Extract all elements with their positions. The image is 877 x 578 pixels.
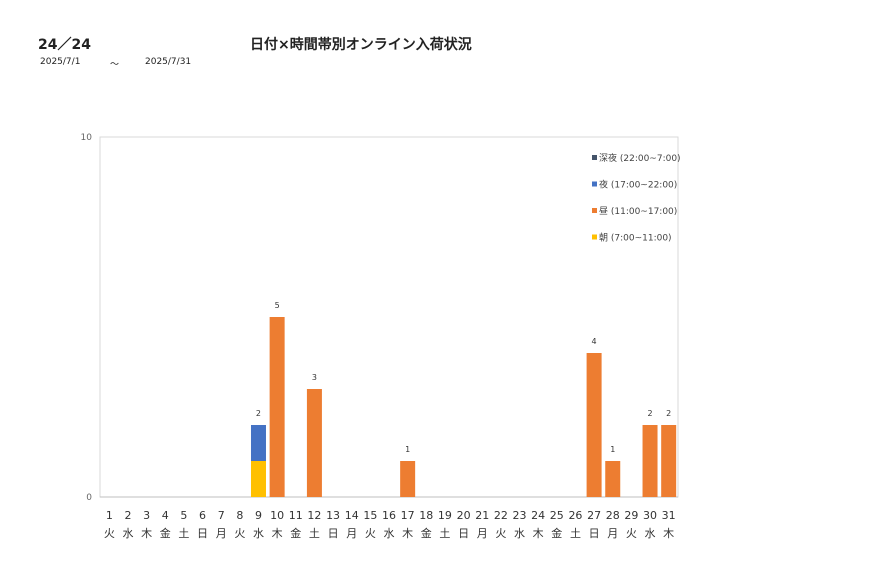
bar-segment (586, 353, 602, 497)
legend-label: 朝 (7:00~11:00) (599, 233, 672, 244)
bar-segment (306, 389, 322, 497)
x-weekday-label: 金 (160, 526, 171, 540)
bar-segment (400, 461, 416, 497)
x-weekday-label: 水 (645, 527, 656, 540)
legend-swatch (592, 181, 597, 187)
x-tick-label: 23 (513, 509, 527, 522)
page-code: 24／24 (38, 37, 91, 53)
x-tick-label: 5 (180, 509, 187, 522)
x-tick-label: 7 (218, 509, 225, 522)
y-tick-label: 0 (86, 493, 92, 503)
bar-segment (605, 461, 621, 497)
x-tick-label: 8 (236, 509, 243, 522)
x-tick-label: 1 (106, 509, 113, 522)
x-tick-label: 13 (326, 509, 340, 522)
x-weekday-label: 金 (290, 526, 301, 540)
chart-title: 日付×時間帯別オンライン入荷状況 (250, 37, 472, 53)
x-tick-label: 10 (270, 509, 284, 522)
x-weekday-label: 日 (458, 527, 469, 540)
data-label: 1 (610, 445, 615, 454)
x-weekday-label: 木 (663, 527, 674, 540)
x-tick-label: 24 (531, 509, 545, 522)
bar-segment (642, 425, 658, 497)
x-tick-label: 18 (419, 509, 433, 522)
x-weekday-label: 日 (197, 527, 208, 540)
x-weekday-label: 日 (328, 527, 339, 540)
y-tick-label: 10 (81, 133, 93, 143)
x-weekday-label: 水 (514, 527, 525, 540)
x-tick-label: 15 (363, 509, 377, 522)
x-tick-label: 26 (568, 509, 582, 522)
data-label: 2 (647, 409, 652, 418)
x-tick-label: 2 (124, 509, 131, 522)
x-tick-label: 19 (438, 509, 452, 522)
x-weekday-label: 火 (234, 527, 245, 540)
x-weekday-label: 金 (551, 526, 562, 540)
legend-swatch (592, 234, 597, 240)
x-weekday-label: 水 (122, 527, 133, 540)
x-tick-label: 12 (307, 509, 321, 522)
legend-swatch (592, 208, 597, 213)
data-label: 2 (666, 409, 671, 418)
x-weekday-label: 月 (607, 527, 618, 540)
x-weekday-label: 火 (626, 527, 637, 540)
x-tick-label: 31 (662, 509, 676, 522)
x-tick-label: 6 (199, 509, 206, 522)
x-weekday-label: 金 (421, 526, 432, 540)
data-label: 5 (275, 301, 280, 310)
x-weekday-label: 水 (384, 527, 395, 540)
bar-segment (250, 461, 266, 497)
data-label: 2 (256, 409, 261, 418)
x-weekday-label: 木 (272, 527, 283, 540)
x-weekday-label: 月 (216, 527, 227, 540)
x-tick-label: 27 (587, 509, 601, 522)
x-weekday-label: 月 (346, 527, 357, 540)
date-to: 2025/7/31 (145, 57, 192, 67)
x-weekday-label: 火 (104, 527, 115, 540)
x-weekday-label: 土 (439, 527, 450, 540)
x-tick-label: 25 (550, 509, 564, 522)
x-tick-label: 14 (345, 509, 359, 522)
x-tick-label: 4 (162, 509, 169, 522)
x-tick-label: 29 (624, 509, 638, 522)
x-tick-label: 21 (475, 509, 489, 522)
x-weekday-label: 木 (533, 527, 544, 540)
x-tick-label: 20 (457, 509, 471, 522)
legend-label: 夜 (17:00~22:00) (599, 179, 677, 191)
x-weekday-label: 土 (570, 527, 581, 540)
x-weekday-label: 木 (141, 527, 152, 540)
bar-segment (661, 425, 677, 497)
x-tick-label: 3 (143, 509, 150, 522)
x-tick-label: 16 (382, 509, 396, 522)
x-tick-label: 22 (494, 509, 508, 522)
x-weekday-label: 水 (253, 527, 264, 540)
legend-label: 昼 (11:00~17:00) (599, 206, 677, 217)
x-tick-label: 9 (255, 509, 262, 522)
x-tick-label: 30 (643, 509, 657, 522)
x-weekday-label: 月 (477, 527, 488, 540)
date-separator: ～ (110, 60, 120, 70)
date-from: 2025/7/1 (40, 57, 81, 67)
data-label: 1 (405, 445, 410, 454)
x-tick-label: 11 (289, 509, 303, 522)
x-weekday-label: 火 (365, 527, 376, 540)
data-label: 3 (312, 373, 317, 382)
legend-swatch (592, 155, 597, 160)
x-weekday-label: 土 (309, 527, 320, 540)
legend-label: 深夜 (22:00~7:00) (599, 152, 681, 164)
bar-segment (250, 425, 266, 461)
x-weekday-label: 日 (589, 527, 600, 540)
data-label: 4 (592, 337, 597, 346)
x-weekday-label: 土 (178, 527, 189, 540)
x-weekday-label: 火 (495, 527, 506, 540)
x-tick-label: 28 (606, 509, 620, 522)
x-tick-label: 17 (401, 509, 415, 522)
bar-segment (269, 317, 285, 497)
x-weekday-label: 木 (402, 527, 413, 540)
